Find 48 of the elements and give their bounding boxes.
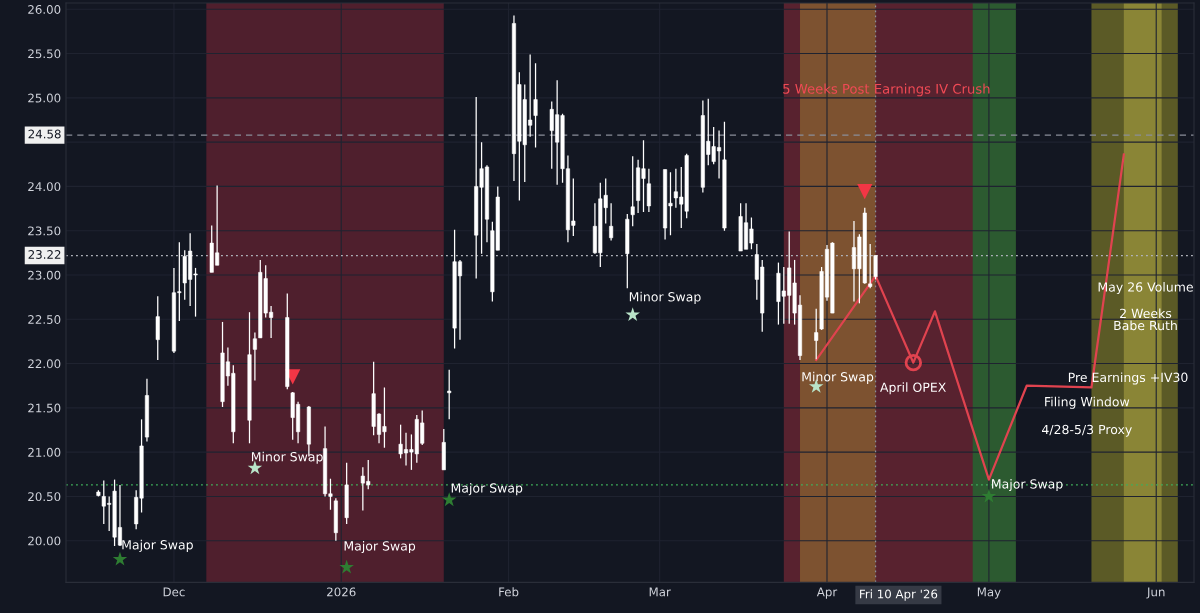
point xyxy=(112,551,128,566)
candlestick xyxy=(873,254,878,281)
x-tick-label: May xyxy=(977,587,1001,599)
annotation: 2 Weeks Babe Ruth xyxy=(1114,308,1177,331)
point xyxy=(857,184,873,200)
annotation: Minor Swap xyxy=(251,451,323,464)
y-tick-label: 23.50 xyxy=(28,226,61,236)
y-tick-label: 26.00 xyxy=(28,4,61,14)
ref-line-label: 24.58 xyxy=(28,129,61,139)
annotation: 4/28-5/3 Proxy xyxy=(1042,424,1132,437)
y-tick-label: 22.50 xyxy=(28,315,61,324)
y-tick-label: 23.00 xyxy=(28,270,61,280)
ref-line-label: 23.22 xyxy=(28,250,61,259)
x-tick-label: Jun xyxy=(1146,587,1165,599)
x-tick-label: Feb xyxy=(499,587,519,597)
y-tick-label: 21.00 xyxy=(28,447,61,457)
y-tick-label: 20.50 xyxy=(28,492,61,502)
x-tick-label: Mar xyxy=(649,587,671,597)
annotation: Major Swap xyxy=(992,478,1063,492)
annotation: Filing Window xyxy=(1045,396,1130,409)
point xyxy=(904,354,923,372)
point xyxy=(625,307,640,322)
band-label: 5 Weeks Post Earnings IV Crush xyxy=(783,83,990,97)
annotation: April OPEX xyxy=(880,382,946,395)
x-tick-label: Apr xyxy=(816,587,838,599)
x-tick-label: Dec xyxy=(163,587,185,597)
y-tick-label: 20.00 xyxy=(28,536,61,546)
annotation: Major Swap xyxy=(122,539,193,552)
candlestick xyxy=(630,155,635,227)
annotation: Major Swap xyxy=(451,483,523,496)
point xyxy=(247,460,263,475)
y-tick-label: 25.00 xyxy=(28,93,61,103)
annotation: Major Swap xyxy=(344,540,416,554)
candlestick xyxy=(533,62,538,149)
y-tick-label: 25.50 xyxy=(28,49,61,59)
annotation: Minor Swap xyxy=(629,291,701,304)
y-tick-label: 21.50 xyxy=(28,403,61,413)
candlestick xyxy=(646,168,651,213)
y-tick-label: 22.00 xyxy=(28,359,61,369)
annotation: Minor Swap xyxy=(802,371,874,384)
ref-line-label: Fri 10 Apr '26 xyxy=(860,589,938,601)
candlestick xyxy=(447,369,452,420)
y-tick-label: 24.00 xyxy=(28,182,61,192)
candlestick xyxy=(155,295,160,361)
candlestick xyxy=(609,202,614,242)
x-tick-label: 2026 xyxy=(327,587,356,597)
point xyxy=(339,559,354,574)
candlestick xyxy=(814,308,819,360)
